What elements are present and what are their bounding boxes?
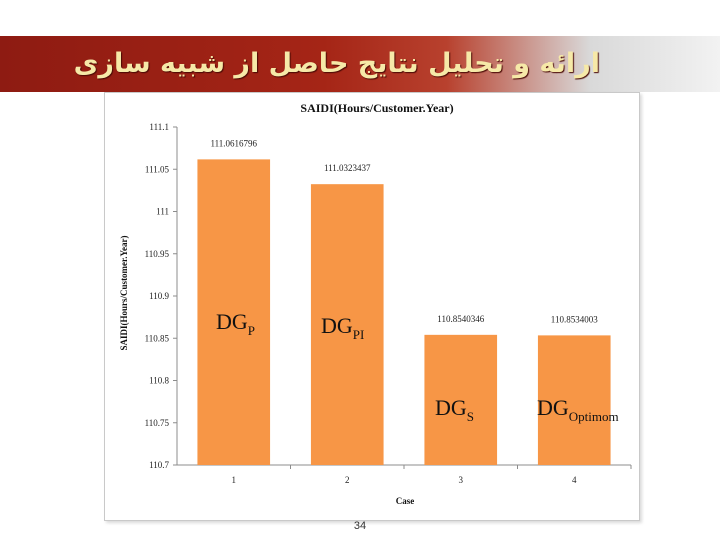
- title-banner: ارائه و تحلیل نتایج حاصل از شبیه سازی: [0, 36, 720, 92]
- y-tick-label: 111.1: [149, 122, 169, 132]
- plot-area: 110.7 110.75 110.8 110.85 110.9 110.95 111 111.…: [145, 122, 632, 485]
- bar-data-label: 110.8540346: [437, 314, 484, 324]
- y-tick-label: 110.9: [149, 291, 169, 301]
- dg-annotation: DGS: [435, 395, 474, 424]
- chart-title: SAIDI(Hours/Customer.Year): [300, 101, 453, 115]
- bar-data-label: 111.0616796: [210, 138, 257, 148]
- bar: [537, 335, 611, 465]
- bar: [310, 184, 384, 466]
- bar-data-label: 111.0323437: [324, 163, 371, 173]
- y-tick-label: 110.85: [145, 333, 170, 343]
- y-tick-label: 110.75: [145, 418, 170, 428]
- x-tick-label: 4: [572, 475, 577, 485]
- y-axis-title: SAIDI(Hours/Customer.Year): [119, 236, 129, 351]
- bar: [424, 334, 498, 465]
- x-axis-title: Case: [396, 496, 415, 506]
- y-tick-label: 111: [156, 207, 169, 217]
- y-tick-label: 110.95: [145, 249, 170, 259]
- y-tick-label: 110.7: [149, 460, 169, 470]
- chart-frame: SAIDI(Hours/Customer.Year) SAIDI(Hours/C…: [104, 92, 640, 521]
- x-tick-label: 3: [459, 475, 464, 485]
- slide-title: ارائه و تحلیل نتایج حاصل از شبیه سازی: [73, 48, 600, 79]
- x-tick-label: 2: [345, 475, 350, 485]
- dg-annotation: DGP: [216, 309, 255, 338]
- bar: [197, 159, 271, 465]
- y-tick-label: 110.8: [149, 376, 169, 386]
- page-number: 34: [353, 520, 367, 532]
- dg-annotation: DGPI: [321, 313, 364, 342]
- dg-annotation: DGOptimom: [537, 395, 619, 424]
- y-tick-label: 111.05: [145, 164, 170, 174]
- bar-chart: SAIDI(Hours/Customer.Year) SAIDI(Hours/C…: [119, 101, 632, 506]
- x-tick-label: 1: [232, 475, 237, 485]
- bar-data-label: 110.8534003: [551, 314, 598, 324]
